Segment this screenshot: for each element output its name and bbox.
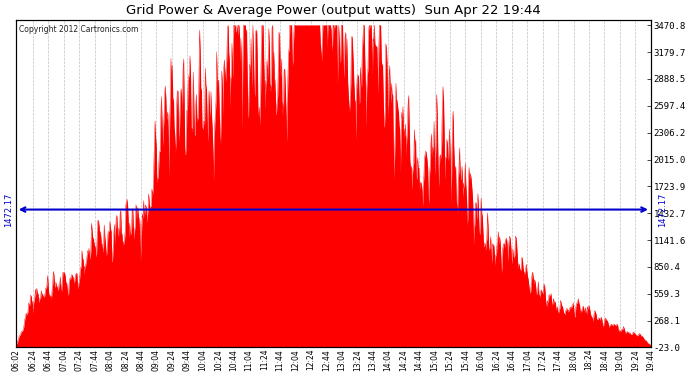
Text: 1472.17: 1472.17 xyxy=(3,192,12,227)
Title: Grid Power & Average Power (output watts)  Sun Apr 22 19:44: Grid Power & Average Power (output watts… xyxy=(126,4,541,17)
Text: 1472.17: 1472.17 xyxy=(658,192,667,227)
Text: Copyright 2012 Cartronics.com: Copyright 2012 Cartronics.com xyxy=(19,25,139,34)
